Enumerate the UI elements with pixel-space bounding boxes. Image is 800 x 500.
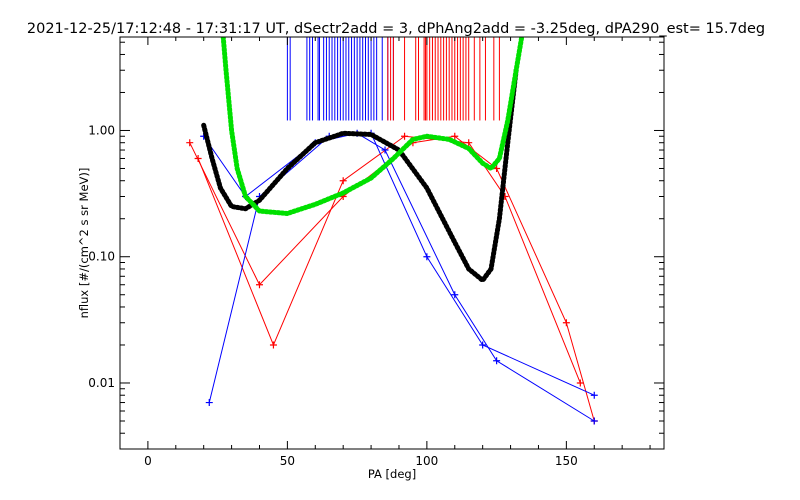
series-0-point-6 — [562, 319, 570, 327]
axis-ticks: 0 50 100 150 0.01 0.10 1.00 — [88, 37, 664, 468]
y-tick-label-2: 1.00 — [88, 123, 115, 137]
y-tick-label-1: 0.10 — [88, 250, 115, 264]
series-3-point-5 — [479, 341, 487, 349]
y-tick-label-0: 0.01 — [88, 376, 115, 390]
x-tick-label-0: 0 — [144, 454, 152, 468]
x-tick-label-1: 50 — [280, 454, 295, 468]
series-2-point-7 — [590, 417, 598, 425]
series-3-point-4 — [423, 253, 431, 261]
chart-title: 2021-12-25/17:12:48 - 17:31:17 UT, dSect… — [27, 21, 765, 37]
series-0-point-0 — [186, 139, 194, 147]
fit-curve-green — [220, 37, 525, 216]
series-0-point-1 — [255, 281, 263, 289]
x-tick-label-3: 150 — [555, 454, 578, 468]
series-1-point-4 — [465, 139, 473, 147]
series-line-2 — [203, 132, 595, 422]
plot-area — [186, 37, 598, 425]
series-2-point-5 — [451, 291, 459, 299]
series-2-point-4 — [381, 146, 389, 154]
y-axis-label: nflux [#/(cm^2 s sr MeV)] — [77, 168, 91, 319]
series-3-point-0 — [205, 399, 213, 407]
series-1-point-1 — [269, 341, 277, 349]
x-tick-label-2: 100 — [415, 454, 438, 468]
series-1-point-0 — [194, 154, 202, 162]
series-2-point-6 — [493, 357, 501, 365]
x-axis-label: PA [deg] — [368, 467, 416, 481]
series-3-point-6 — [590, 391, 598, 399]
series-1-point-3 — [401, 132, 409, 140]
fit-curve-black — [201, 67, 519, 283]
plot-frame — [119, 36, 665, 450]
series-1-point-6 — [576, 379, 584, 387]
series-1-point-2 — [339, 177, 347, 185]
series-line-3 — [208, 132, 595, 403]
series-0-point-4 — [451, 132, 459, 140]
